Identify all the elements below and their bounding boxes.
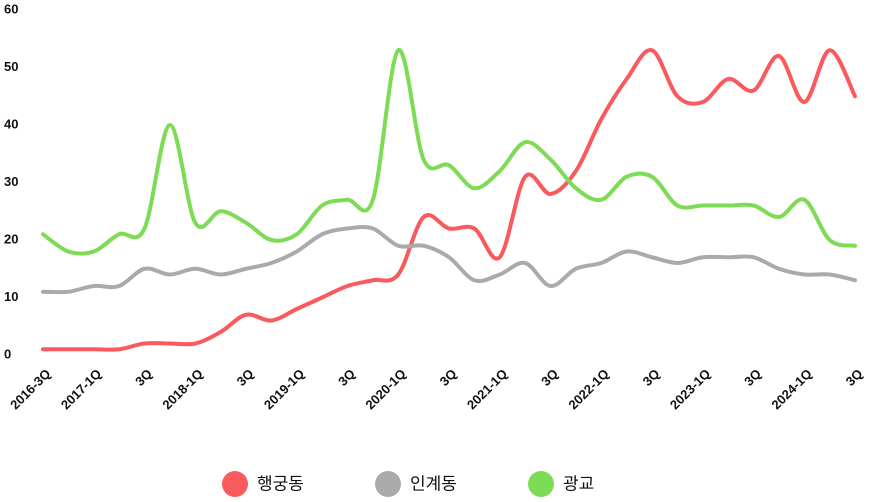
- legend-label: 행궁동: [257, 474, 304, 493]
- x-tick-label: 3Q: [234, 366, 257, 389]
- x-tick-label: 3Q: [335, 366, 358, 389]
- x-tick-label: 3Q: [132, 366, 155, 389]
- x-tick-label: 2024-1Q: [768, 366, 814, 412]
- x-tick-label: 2022-1Q: [565, 366, 611, 412]
- x-tick-label: 2017-1Q: [58, 366, 104, 412]
- y-tick-label: 0: [4, 346, 11, 361]
- x-tick-label: 2019-1Q: [261, 366, 307, 412]
- x-tick-label: 3Q: [843, 366, 866, 389]
- x-tick-label: 3Q: [437, 366, 460, 389]
- x-tick-label: 3Q: [741, 366, 764, 389]
- y-tick-label: 60: [4, 1, 18, 16]
- line-series: [41, 224, 857, 295]
- legend-marker: [375, 471, 401, 497]
- x-tick-label: 2023-1Q: [667, 366, 713, 412]
- x-tick-label: 3Q: [538, 366, 561, 389]
- legend-marker: [222, 471, 248, 497]
- y-tick-label: 10: [4, 289, 18, 304]
- x-tick-label: 2018-1Q: [159, 366, 205, 412]
- legend-marker: [528, 471, 554, 497]
- y-tick-label: 50: [4, 59, 18, 74]
- x-tick-label: 2016-3Q: [7, 366, 53, 412]
- y-tick-label: 20: [4, 231, 18, 246]
- legend-label: 광교: [563, 474, 594, 493]
- legend-label: 인계동: [410, 474, 457, 493]
- y-tick-label: 40: [4, 116, 18, 131]
- line-series: [41, 48, 857, 352]
- x-tick-label: 2020-1Q: [362, 366, 408, 412]
- line-series: [41, 48, 857, 256]
- x-tick-label: 3Q: [640, 366, 663, 389]
- y-tick-label: 30: [4, 174, 18, 189]
- x-tick-label: 2021-1Q: [464, 366, 510, 412]
